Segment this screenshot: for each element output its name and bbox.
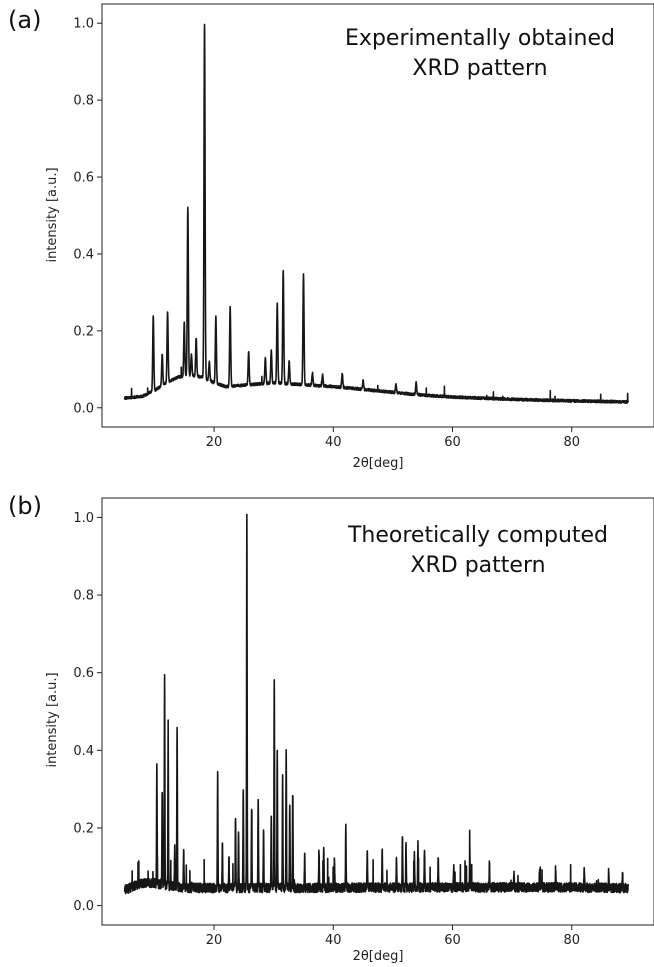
panel-b-label: (b) <box>8 492 42 520</box>
panel-a-y-tick-label: 0.2 <box>73 324 94 339</box>
panel-a-y-axis-label: intensity [a.u.] <box>45 167 60 262</box>
panel-b-x-tick-label: 60 <box>444 933 461 948</box>
panel-a-x-tick-label: 40 <box>325 435 342 450</box>
panel-b-y-tick-label: 0.4 <box>73 744 94 759</box>
panel-a-annotation-line2: XRD pattern <box>412 56 547 81</box>
panel-a-y-tick-label: 0.6 <box>73 171 94 186</box>
panel-b-annotation-line2: XRD pattern <box>410 553 545 578</box>
panel-a-plot-frame <box>101 3 654 428</box>
panel-b-y-axis-label: intensity [a.u.] <box>45 672 60 767</box>
panel-a-annotation-line1: Experimentally obtained <box>345 26 615 51</box>
panel-b-y-tick-label: 0.8 <box>73 589 94 604</box>
panel-b-xrd-series-line <box>123 513 630 895</box>
panel-a-label: (a) <box>8 6 41 34</box>
panel-a-y-tick-label: 0.0 <box>73 401 94 416</box>
panel-b-annotation-line1: Theoretically computed <box>347 523 608 548</box>
panel-b-x-axis-label: 2θ[deg] <box>353 949 404 964</box>
panel-b-x-tick-label: 40 <box>325 933 342 948</box>
panel-b-y-tick-label: 0.2 <box>73 821 94 836</box>
panel-b: (b) Theoretically computed XRD pattern 2… <box>8 492 654 964</box>
panel-a-x-tick-label: 20 <box>206 435 223 450</box>
panel-a-x-tick-label: 60 <box>444 435 461 450</box>
panel-a-x-tick-label: 80 <box>563 435 580 450</box>
panel-b-x-tick-label: 20 <box>206 933 223 948</box>
panel-a-y-tick-label: 1.0 <box>73 17 94 32</box>
panel-a-y-tick-label: 0.4 <box>73 247 94 262</box>
panel-b-x-tick-label: 80 <box>563 933 580 948</box>
panel-a: (a) Experimentally obtained XRD pattern … <box>8 3 654 471</box>
panel-a-x-axis-label: 2θ[deg] <box>353 456 404 471</box>
panel-b-y-tick-label: 1.0 <box>73 511 94 526</box>
panel-b-y-tick-label: 0.0 <box>73 899 94 914</box>
panel-a-xrd-series-line <box>123 23 630 405</box>
panel-a-y-tick-label: 0.8 <box>73 94 94 109</box>
panel-b-plot-frame <box>101 497 654 926</box>
panel-b-y-tick-label: 0.6 <box>73 666 94 681</box>
